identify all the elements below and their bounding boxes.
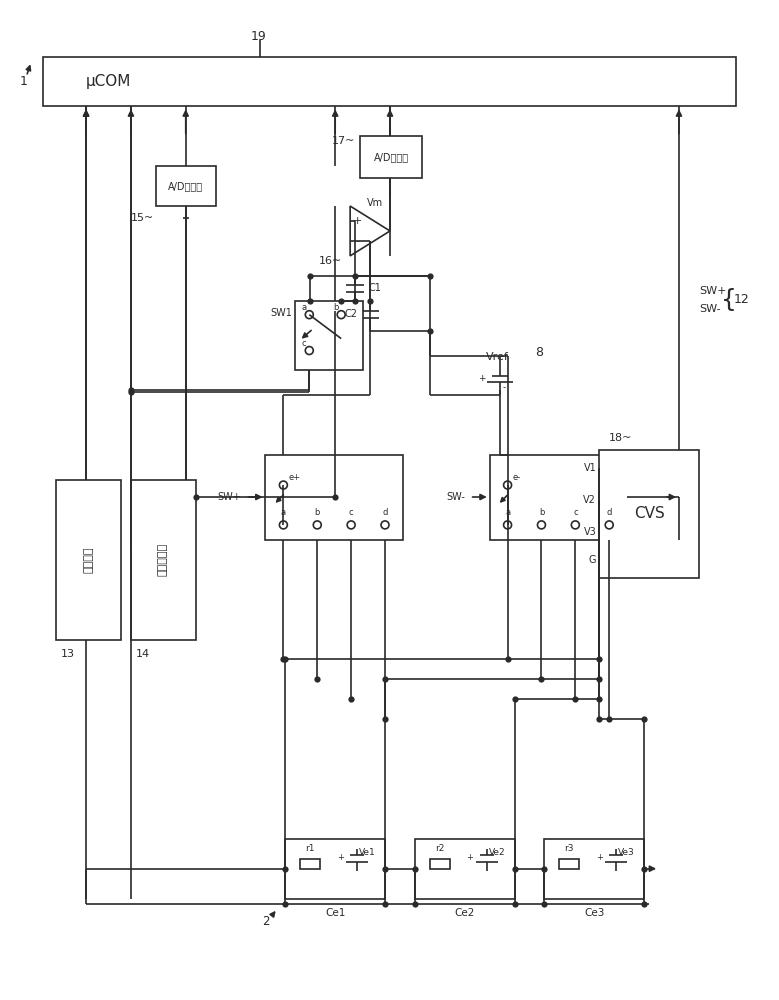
Text: 13: 13 — [62, 649, 76, 659]
Text: 16~: 16~ — [319, 256, 342, 266]
Text: Ve3: Ve3 — [619, 848, 635, 857]
Text: C2: C2 — [344, 309, 357, 319]
Bar — [44, 57, 735, 106]
Text: SW1: SW1 — [270, 308, 292, 318]
Text: r3: r3 — [565, 844, 574, 853]
Bar — [599, 450, 699, 578]
Text: +: + — [467, 853, 473, 862]
Bar — [285, 839, 385, 899]
Bar — [266, 455, 403, 540]
Text: c: c — [349, 508, 354, 517]
Text: -: - — [502, 383, 506, 392]
Text: 1: 1 — [19, 75, 27, 88]
Bar — [415, 839, 515, 899]
Bar — [131, 480, 196, 640]
Text: Vref: Vref — [486, 352, 509, 362]
Text: d: d — [607, 508, 612, 517]
Text: a: a — [280, 508, 286, 517]
Text: c: c — [302, 339, 307, 348]
Text: +: + — [478, 374, 485, 383]
Text: SW+: SW+ — [699, 286, 726, 296]
Text: 18~: 18~ — [609, 433, 633, 443]
Text: V1: V1 — [583, 463, 596, 473]
Text: Ce2: Ce2 — [454, 908, 475, 918]
Text: {: { — [721, 288, 737, 312]
Text: e+: e+ — [288, 473, 301, 482]
Text: Ce3: Ce3 — [584, 908, 605, 918]
Text: 14: 14 — [136, 649, 150, 659]
Text: a: a — [505, 508, 510, 517]
Text: A/D转换器: A/D转换器 — [168, 181, 203, 191]
Bar — [295, 301, 363, 370]
Text: -: - — [355, 236, 359, 246]
Text: +: + — [596, 853, 603, 862]
Text: c: c — [573, 508, 578, 517]
Text: e-: e- — [513, 473, 521, 482]
Text: r1: r1 — [305, 844, 315, 853]
Bar — [545, 839, 644, 899]
Text: 8: 8 — [535, 346, 544, 359]
Text: +: + — [352, 216, 361, 226]
Text: d: d — [382, 508, 388, 517]
Text: SW-: SW- — [447, 492, 466, 502]
Text: V2: V2 — [583, 495, 596, 505]
Text: V3: V3 — [583, 527, 596, 537]
Text: b: b — [315, 508, 320, 517]
Bar — [559, 859, 580, 869]
Text: μCOM: μCOM — [86, 74, 131, 89]
Text: b: b — [333, 303, 339, 312]
Text: 19: 19 — [251, 30, 266, 43]
Text: SW+: SW+ — [218, 492, 241, 502]
Text: 12: 12 — [734, 293, 749, 306]
Bar — [490, 455, 627, 540]
Text: 17~: 17~ — [332, 136, 355, 146]
Bar — [360, 136, 422, 178]
Text: r2: r2 — [435, 844, 445, 853]
Text: Ce1: Ce1 — [325, 908, 345, 918]
Text: CVS: CVS — [633, 506, 664, 521]
Text: SW-: SW- — [699, 304, 721, 314]
Text: Ve1: Ve1 — [359, 848, 375, 857]
Bar — [430, 859, 449, 869]
Text: Ve2: Ve2 — [488, 848, 506, 857]
Text: 2: 2 — [262, 915, 270, 928]
Text: 电压检测部: 电压检测部 — [158, 543, 167, 576]
Text: 15~: 15~ — [131, 213, 153, 223]
Text: G: G — [589, 555, 596, 565]
Text: +: + — [337, 853, 344, 862]
Bar — [301, 859, 320, 869]
Text: 充放电部: 充放电部 — [83, 547, 93, 573]
Text: A/D转换器: A/D转换器 — [373, 152, 408, 162]
Text: a: a — [301, 303, 307, 312]
Text: b: b — [539, 508, 545, 517]
Text: C1: C1 — [368, 283, 381, 293]
Bar — [56, 480, 121, 640]
Bar — [156, 166, 216, 206]
Text: Vm: Vm — [367, 198, 383, 208]
